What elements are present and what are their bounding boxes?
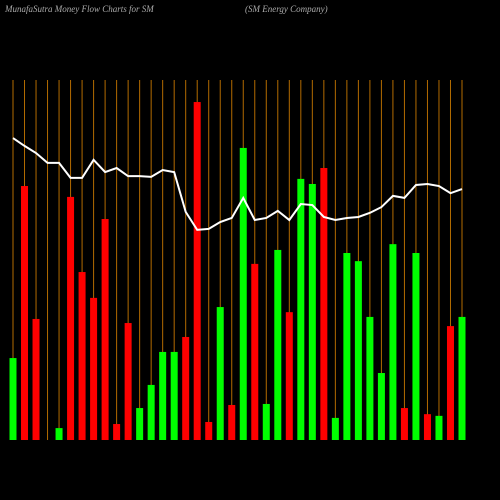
bar	[21, 186, 29, 440]
bar	[147, 384, 155, 440]
bar	[101, 219, 109, 440]
bar	[239, 147, 247, 440]
bar	[182, 336, 190, 440]
bar	[400, 408, 408, 440]
bar	[9, 358, 17, 440]
bar	[170, 351, 178, 440]
bar	[308, 183, 316, 441]
bar	[193, 102, 201, 440]
chart-title: MunafaSutra Money Flow Charts for SM	[4, 4, 154, 14]
bar	[67, 196, 75, 440]
bar	[285, 312, 293, 440]
bar	[366, 316, 374, 440]
bar	[412, 253, 420, 440]
bar	[320, 168, 328, 440]
money-flow-line	[12, 137, 463, 231]
bar	[124, 323, 132, 440]
bar	[354, 261, 362, 440]
bar	[136, 408, 144, 440]
bar	[205, 421, 213, 440]
bar	[55, 428, 63, 440]
chart-subtitle: (SM Energy Company)	[245, 4, 328, 14]
bar	[458, 316, 466, 440]
bar	[435, 415, 443, 440]
bar	[423, 414, 431, 440]
bar	[228, 404, 236, 440]
bar	[251, 263, 259, 440]
bar	[389, 244, 397, 440]
bar	[113, 424, 121, 440]
bar	[377, 373, 385, 440]
bar	[446, 326, 454, 440]
bar	[90, 297, 98, 440]
bar	[32, 318, 40, 440]
bar	[274, 249, 282, 440]
bar	[216, 307, 224, 440]
bar	[331, 417, 339, 440]
bar	[297, 178, 305, 440]
bar	[262, 403, 270, 440]
bar	[78, 272, 86, 440]
bar	[159, 351, 167, 440]
bar	[343, 253, 351, 440]
